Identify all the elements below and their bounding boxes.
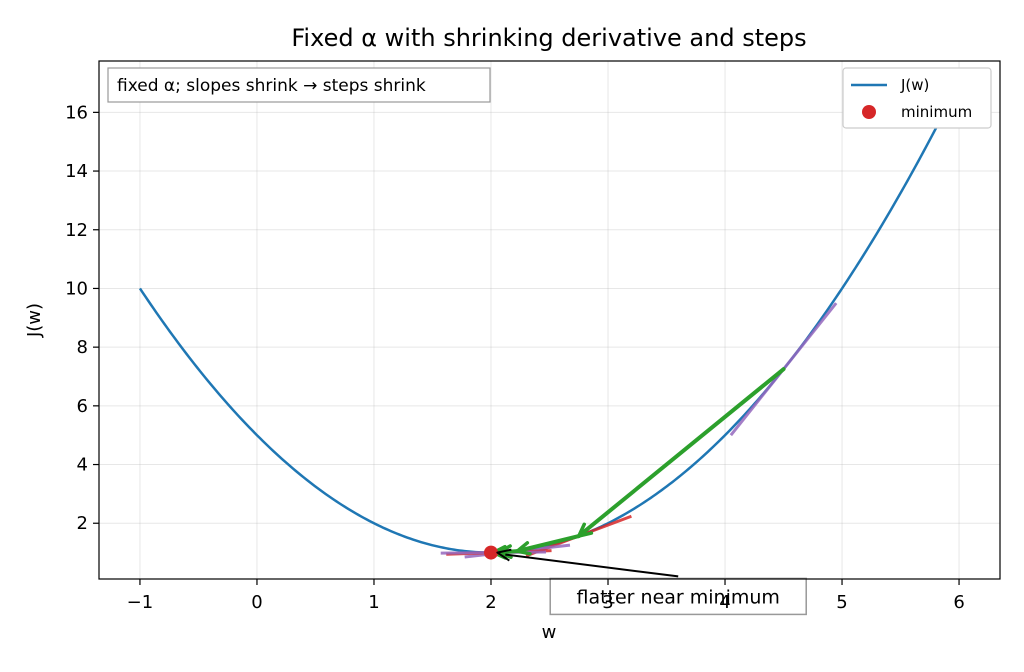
annotation-box <box>549 577 807 616</box>
y-tick-label: 6 <box>77 396 88 417</box>
minimum-marker <box>483 545 498 560</box>
info-box: fixed α; slopes shrink → steps shrink <box>107 67 491 103</box>
x-tick-label: 3 <box>602 592 613 613</box>
step-arrow <box>576 367 786 539</box>
annotation-arrow <box>505 553 679 578</box>
x-axis-label: w <box>542 622 557 643</box>
plot-area <box>99 61 1000 579</box>
y-tick-label: 14 <box>65 161 88 182</box>
y-tick-label: 2 <box>77 513 88 534</box>
x-tick-label: 2 <box>485 592 496 613</box>
legend-frame <box>842 67 992 129</box>
x-tick-label: 0 <box>251 592 262 613</box>
y-tick-label: 12 <box>65 220 88 241</box>
y-tick-label: 4 <box>77 455 88 476</box>
x-tick-label: 1 <box>368 592 379 613</box>
annotation-layer: flatter near minimum <box>496 548 807 616</box>
annotation-text: flatter near minimum <box>576 586 779 608</box>
y-tick-label: 8 <box>77 337 88 358</box>
y-tick-label: 16 <box>65 102 88 123</box>
chart-title: Fixed α with shrinking derivative and st… <box>291 24 806 52</box>
info-box-text: fixed α; slopes shrink → steps shrink <box>117 76 426 96</box>
y-tick-label: 10 <box>65 278 88 299</box>
x-tick-label: −1 <box>127 592 154 613</box>
legend: J(w) minimum <box>842 67 992 129</box>
legend-label-curve: J(w) <box>900 76 929 94</box>
minimum-layer <box>483 545 498 560</box>
step-arrow <box>515 534 581 554</box>
grid <box>99 61 1000 579</box>
legend-label-minimum: minimum <box>901 103 972 121</box>
x-tick-label: 5 <box>836 592 847 613</box>
info-box-frame <box>107 67 491 103</box>
annotation-arrow-head <box>496 548 512 562</box>
plot-frame <box>98 60 1001 580</box>
x-tick-label: 6 <box>953 592 964 613</box>
legend-marker-minimum <box>862 105 876 119</box>
x-tick-label: 4 <box>719 592 730 613</box>
y-axis-label: J(w) <box>24 303 45 338</box>
